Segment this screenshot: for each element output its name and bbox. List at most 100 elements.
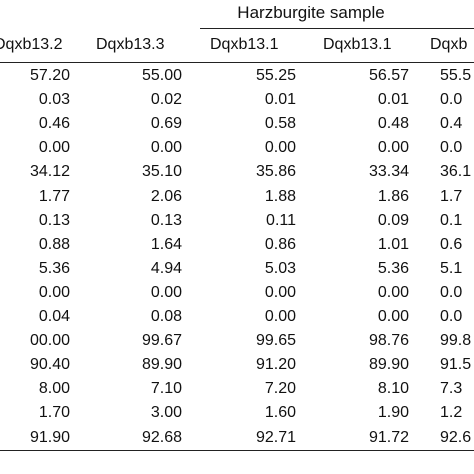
table-cell: 89.90	[368, 356, 409, 374]
table-cell: 0.0	[440, 308, 463, 325]
table-cell: 0.48	[377, 115, 409, 133]
table-cell: 0.00	[264, 308, 296, 325]
table-row: 0.00 0.00 0.00 0.00 0.0	[0, 137, 474, 159]
table-row: 0.46 0.69 0.58 0.48 0.4	[0, 113, 474, 135]
table-cell: 99.8	[440, 332, 472, 350]
table-row: 0.04 0.08 0.00 0.00 0.0	[0, 306, 474, 328]
table-cell: 4.94	[150, 259, 182, 277]
table-cell: 56.57	[368, 67, 409, 84]
table-cell: 33.34	[368, 163, 409, 181]
table-cell: 0.00	[377, 283, 409, 301]
table-cell: 0.00	[150, 283, 182, 301]
table-cell: 1.77	[38, 187, 70, 205]
table-cell: 0.88	[38, 235, 70, 253]
table-cell: 92.71	[255, 428, 296, 446]
table-row: 91.90 92.68 92.71 91.72 92.6	[0, 427, 474, 449]
table-row: 1.70 3.00 1.60 1.90 1.2	[0, 402, 474, 424]
table-cell: 1.88	[264, 187, 296, 205]
table-cell: 0.13	[150, 211, 182, 229]
table-cell: 1.86	[377, 187, 409, 205]
table-cell: 0.02	[150, 91, 182, 109]
table-cell: 7.10	[150, 380, 182, 398]
table-row: 0.88 1.64 0.86 1.01 0.6	[0, 234, 474, 256]
column-header: Dqxb	[430, 36, 468, 53]
table-cell: 91.20	[255, 356, 296, 374]
table-cell: 0.0	[440, 91, 463, 109]
table-header-row: Dqxb13.2 Dqxb13.3 Dqxb13.1 Dqxb13.1 Dqxb	[0, 34, 474, 56]
table-cell: 3.00	[150, 404, 182, 422]
table-row: 90.40 89.90 91.20 89.90 91.5	[0, 354, 474, 376]
table-row: 0.03 0.02 0.01 0.01 0.0	[0, 89, 474, 111]
table-cell: 0.86	[264, 235, 296, 253]
column-header: Dqxb13.1	[323, 36, 392, 53]
table-cell: 7.20	[264, 380, 296, 398]
table-cell: 8.00	[38, 380, 70, 398]
table-cell: 36.1	[440, 163, 472, 181]
table-cell: 0.6	[440, 235, 463, 253]
table-cell: 0.01	[264, 91, 296, 109]
table-cell: 0.11	[266, 211, 296, 229]
column-header: Dqxb13.1	[210, 36, 279, 53]
table-cell: 55.5	[440, 67, 472, 84]
table-cell: 55.00	[141, 67, 182, 84]
table-row: 8.00 7.10 7.20 8.10 7.3	[0, 378, 474, 400]
table-cell: 0.00	[150, 139, 182, 157]
table-cell: 0.00	[377, 139, 409, 157]
table-cell: 7.3	[440, 380, 463, 398]
table-cell: 92.6	[440, 428, 472, 446]
table-cell: 35.86	[255, 163, 296, 181]
table-cell: 0.0	[440, 283, 463, 301]
table-cell: 0.01	[377, 91, 409, 109]
table-row: 5.36 4.94 5.03 5.36 5.1	[0, 258, 474, 280]
table-cell: 0.00	[264, 139, 296, 157]
group-title-rule	[200, 28, 474, 29]
table-cell: 5.03	[264, 259, 296, 277]
table-cell: 0.08	[150, 308, 182, 325]
table-cell: 1.2	[440, 404, 463, 422]
header-rule	[0, 62, 474, 63]
table-cell: 0.69	[150, 115, 182, 133]
table-cell: 57.20	[29, 67, 70, 84]
table-cell: 1.60	[264, 404, 296, 422]
table-cell: 99.65	[255, 332, 296, 350]
table-cell: 99.67	[141, 332, 182, 350]
table-cell: 00.00	[29, 332, 70, 350]
table-cell: 1.7	[440, 187, 463, 205]
table-cell: 1.90	[377, 404, 409, 422]
table-cell: 0.58	[264, 115, 296, 133]
table-cell: 90.40	[29, 356, 70, 374]
table-cell: 0.00	[377, 308, 409, 325]
table-row: 0.00 0.00 0.00 0.00 0.0	[0, 282, 474, 304]
table-cell: 91.90	[29, 428, 70, 446]
table-cell: 91.72	[368, 428, 409, 446]
column-header: Dqxb13.2	[0, 36, 63, 53]
table-row: 57.20 55.00 55.25 56.57 55.5	[0, 65, 474, 87]
table-cell: 0.00	[38, 139, 70, 157]
bottom-rule	[0, 450, 474, 451]
table-cell: 0.03	[38, 91, 70, 109]
table-cell: 0.46	[38, 115, 70, 133]
table-cell: 1.64	[150, 235, 182, 253]
table-cell: 0.4	[440, 115, 463, 133]
table-cell: 34.12	[29, 163, 70, 181]
table-cell: 35.10	[141, 163, 182, 181]
table-cell: 0.13	[38, 211, 70, 229]
table-cell: 92.68	[141, 428, 182, 446]
table-cell: 2.06	[150, 187, 182, 205]
table-cell: 5.36	[377, 259, 409, 277]
table-cell: 0.00	[38, 283, 70, 301]
table-cell: 0.04	[38, 308, 70, 325]
table-cell: 98.76	[368, 332, 409, 350]
table-cell: 0.00	[264, 283, 296, 301]
table-cell: 5.36	[38, 259, 70, 277]
table-group-title: Harzburgite sample	[237, 3, 385, 22]
table-cell: 5.1	[440, 259, 463, 277]
column-header: Dqxb13.3	[96, 36, 165, 53]
table-row: 34.12 35.10 35.86 33.34 36.1	[0, 161, 474, 183]
table-cell: 55.25	[255, 67, 296, 84]
table-cell: 1.70	[38, 404, 70, 422]
table-cell: 0.09	[377, 211, 409, 229]
table-cell: 1.01	[377, 235, 409, 253]
table-row: 00.00 99.67 99.65 98.76 99.8	[0, 330, 474, 352]
table-cell: 89.90	[141, 356, 182, 374]
